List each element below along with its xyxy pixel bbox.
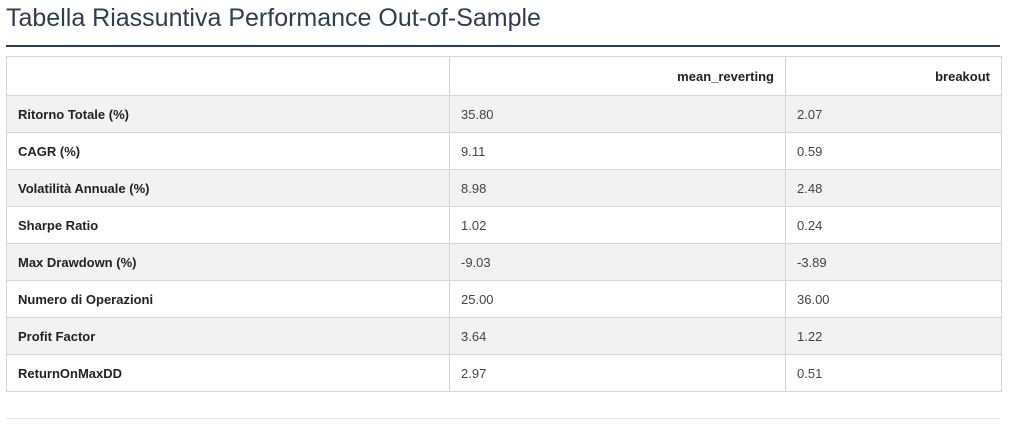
bottom-divider <box>6 418 1000 419</box>
mean-reverting-cell: 35.80 <box>449 95 786 133</box>
header-cell-metric <box>6 56 450 96</box>
table-row: Numero di Operazioni 25.00 36.00 <box>6 280 1002 318</box>
performance-summary-table: mean_reverting breakout Ritorno Totale (… <box>6 56 1002 392</box>
row-label: ReturnOnMaxDD <box>6 354 450 392</box>
table-row: Sharpe Ratio 1.02 0.24 <box>6 206 1002 244</box>
table-row: Max Drawdown (%) -9.03 -3.89 <box>6 243 1002 281</box>
breakout-cell: 0.59 <box>785 132 1002 170</box>
mean-reverting-cell: 25.00 <box>449 280 786 318</box>
mean-reverting-cell: 1.02 <box>449 206 786 244</box>
row-label: Volatilità Annuale (%) <box>6 169 450 207</box>
breakout-cell: 1.22 <box>785 317 1002 355</box>
table-row: ReturnOnMaxDD 2.97 0.51 <box>6 354 1002 392</box>
mean-reverting-cell: -9.03 <box>449 243 786 281</box>
table-header-row: mean_reverting breakout <box>6 56 1002 96</box>
mean-reverting-cell: 3.64 <box>449 317 786 355</box>
page-title: Tabella Riassuntiva Performance Out-of-S… <box>6 4 541 32</box>
table-row: Volatilità Annuale (%) 8.98 2.48 <box>6 169 1002 207</box>
breakout-cell: 0.51 <box>785 354 1002 392</box>
breakout-cell: 2.07 <box>785 95 1002 133</box>
mean-reverting-cell: 2.97 <box>449 354 786 392</box>
row-label: Profit Factor <box>6 317 450 355</box>
mean-reverting-cell: 9.11 <box>449 132 786 170</box>
table-row: CAGR (%) 9.11 0.59 <box>6 132 1002 170</box>
title-divider <box>6 45 1000 47</box>
table-row: Profit Factor 3.64 1.22 <box>6 317 1002 355</box>
row-label: Sharpe Ratio <box>6 206 450 244</box>
table-row: Ritorno Totale (%) 35.80 2.07 <box>6 95 1002 133</box>
breakout-cell: 36.00 <box>785 280 1002 318</box>
row-label: Numero di Operazioni <box>6 280 450 318</box>
row-label: CAGR (%) <box>6 132 450 170</box>
row-label: Max Drawdown (%) <box>6 243 450 281</box>
mean-reverting-cell: 8.98 <box>449 169 786 207</box>
breakout-cell: 2.48 <box>785 169 1002 207</box>
header-cell-breakout: breakout <box>785 56 1002 96</box>
row-label: Ritorno Totale (%) <box>6 95 450 133</box>
breakout-cell: 0.24 <box>785 206 1002 244</box>
breakout-cell: -3.89 <box>785 243 1002 281</box>
header-cell-mean-reverting: mean_reverting <box>449 56 786 96</box>
